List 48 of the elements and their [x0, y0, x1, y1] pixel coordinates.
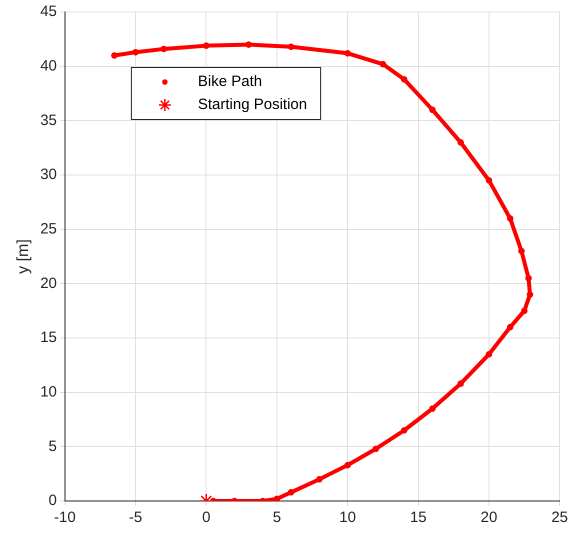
point [506, 324, 514, 330]
x-tick-label: 25 [551, 509, 568, 526]
y-tick-label: 30 [40, 166, 57, 184]
point [506, 215, 514, 222]
point [132, 48, 139, 56]
point [486, 351, 492, 358]
legend-label: Bike Path [198, 73, 262, 90]
point [344, 50, 351, 57]
point [288, 44, 294, 50]
y-tick-label: 45 [40, 3, 57, 20]
point [372, 446, 380, 452]
y-tick-label: 15 [40, 329, 57, 346]
point [457, 139, 464, 146]
point [380, 60, 386, 68]
x-tick-label: 5 [272, 509, 282, 526]
y-tick-label: 35 [40, 112, 57, 129]
point [203, 42, 210, 49]
point [429, 106, 436, 114]
legend-label: Starting Position [198, 96, 308, 114]
x-tick-label: -10 [54, 509, 76, 526]
y-tick-label: 20 [40, 274, 57, 292]
point [344, 462, 351, 468]
point [521, 308, 528, 314]
y-tick-label: 0 [48, 492, 57, 510]
x-tick-label: -5 [128, 509, 142, 526]
point [429, 405, 436, 412]
point [160, 46, 168, 52]
x-tick-label: 0 [202, 509, 210, 526]
point [525, 274, 532, 282]
y-tick-label: 5 [48, 438, 57, 455]
point [316, 476, 323, 483]
y-tick-label: 40 [40, 57, 57, 74]
point [486, 177, 492, 184]
y-tick-label: 25 [40, 220, 57, 238]
point [274, 496, 280, 501]
point [400, 76, 408, 83]
x-tick-label: 10 [339, 509, 356, 526]
x-tick-label: 20 [480, 509, 498, 526]
y-axis-title: y [m] [15, 239, 32, 274]
point [245, 41, 252, 48]
y-tick-label: 10 [40, 383, 57, 400]
point [457, 380, 464, 387]
point [518, 248, 525, 254]
point [288, 489, 294, 496]
point [400, 427, 408, 434]
point [111, 52, 118, 59]
x-tick-label: 15 [410, 509, 427, 526]
point [526, 291, 534, 298]
